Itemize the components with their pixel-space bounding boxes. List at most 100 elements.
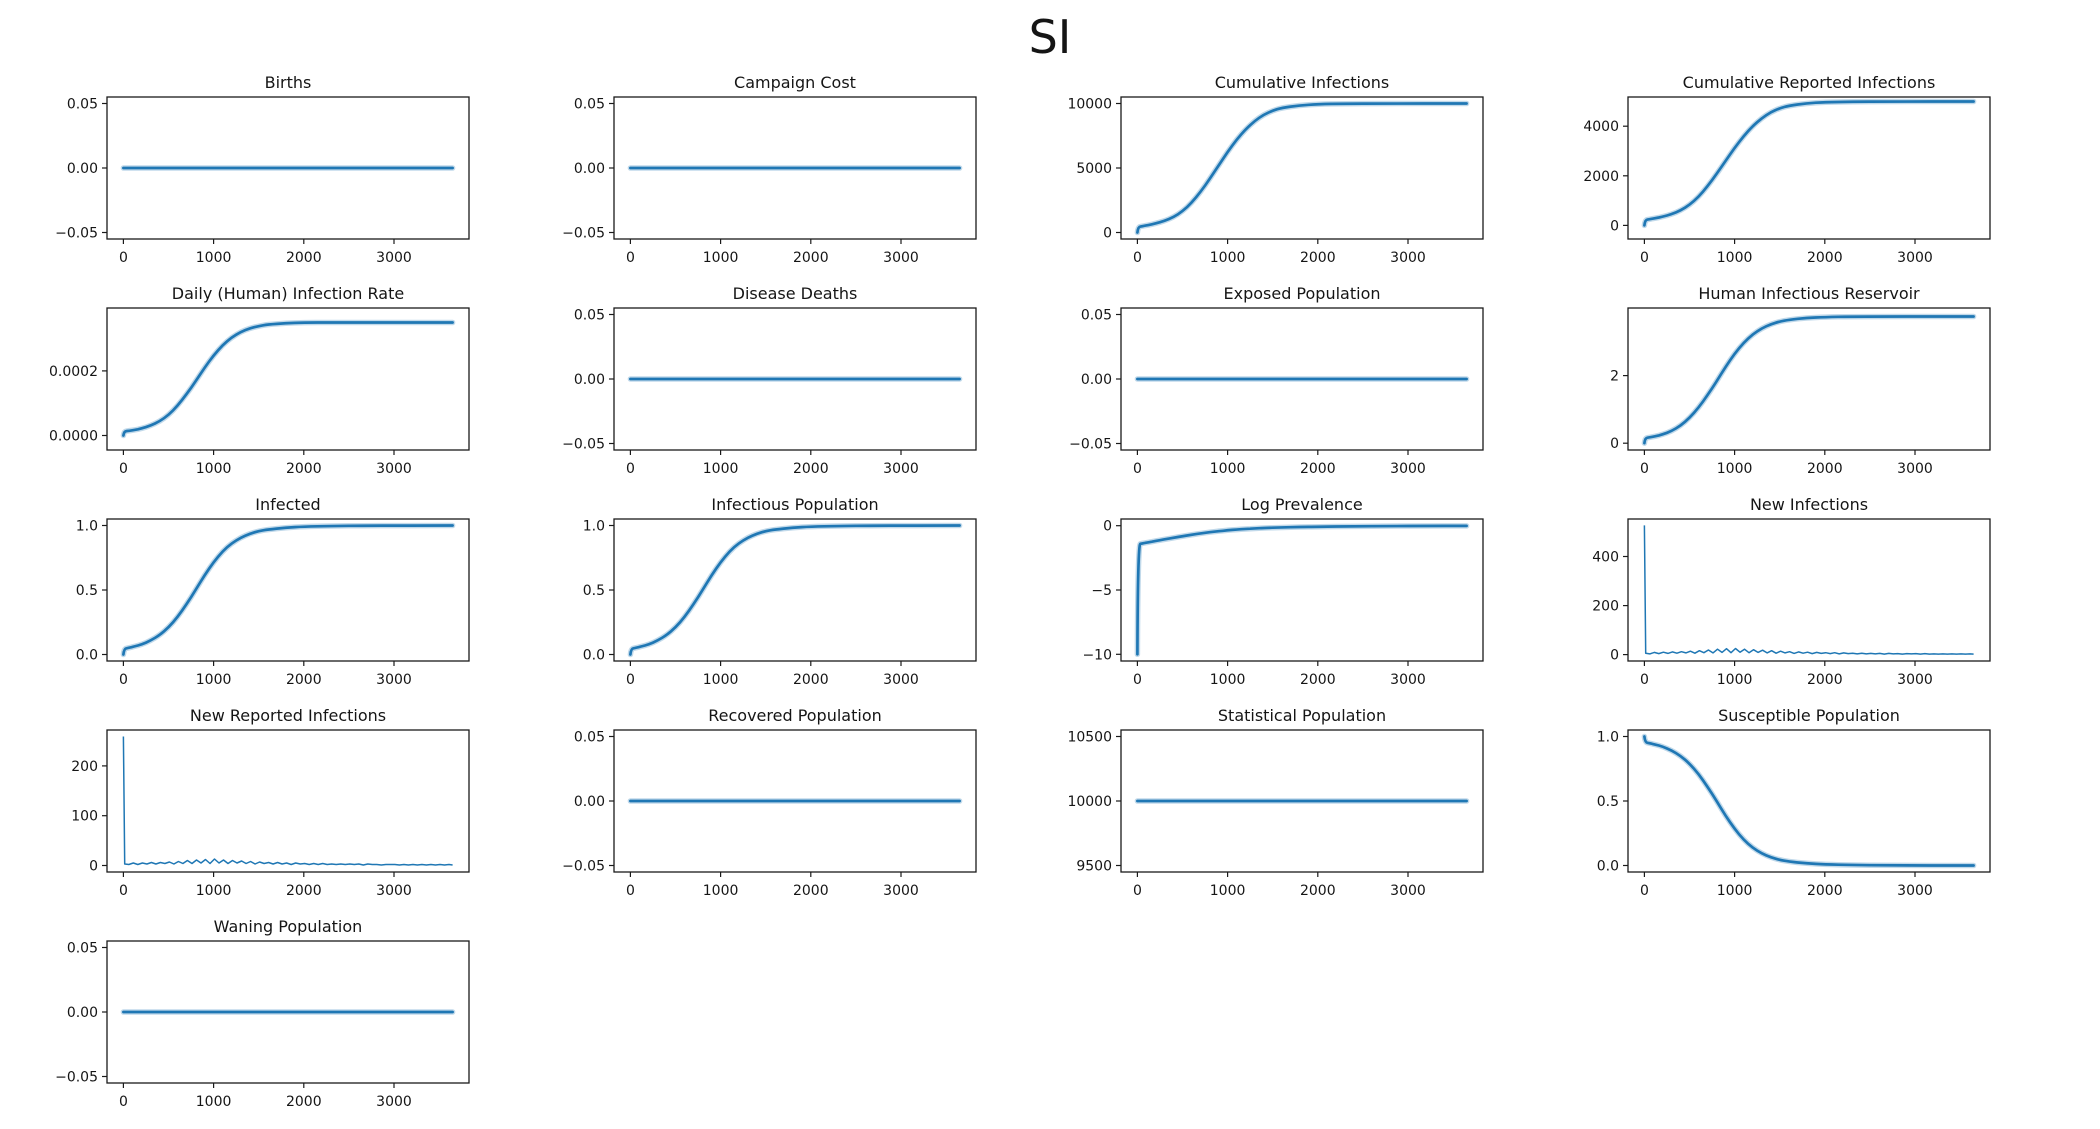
subplot-title: New Reported Infections [190,706,386,725]
y-tick-label: 10500 [1067,730,1112,746]
y-tick-label: 10000 [1067,97,1112,113]
y-tick-label: 0.0 [583,648,605,664]
x-tick-label: 2000 [1300,883,1336,899]
y-tick-label: 0.0000 [49,429,98,445]
x-tick-label: 1000 [1210,250,1246,266]
axes-frame [1627,307,1991,451]
x-tick-label: 0 [119,883,128,899]
x-tick-label: 3000 [376,461,412,477]
subplot-title: Recovered Population [708,706,882,725]
y-tick-label: 400 [1592,550,1619,566]
x-tick-label: 3000 [376,250,412,266]
y-tick-label: 0.5 [583,583,605,599]
x-tick-label: 0 [1640,672,1649,688]
subplot-title: Disease Deaths [733,284,858,303]
x-tick-label: 1000 [1717,461,1753,477]
x-tick-label: 0 [119,1094,128,1110]
y-tick-label: 2 [1610,369,1619,385]
x-tick-label: 1000 [1717,672,1753,688]
x-tick-label: 1000 [1210,883,1246,899]
y-tick-label: 0 [89,859,98,875]
subplot-title: Statistical Population [1218,706,1386,725]
subplot-waning-population: Waning Population 0 1000 2000 3000 −0.05 0.00 0… [55,917,470,1110]
y-tick-label: 0.0002 [49,364,98,380]
axes-frame [613,518,977,662]
x-tick-label: 2000 [793,250,829,266]
subplot-log-prevalence: Log Prevalence 0 1000 2000 3000 −10 −5 0 [1082,495,1484,688]
axes-frame [106,307,470,451]
series-line-halo [120,319,456,439]
x-tick-label: 0 [1640,250,1649,266]
y-tick-label: 0.05 [67,97,98,113]
y-tick-label: −0.05 [562,859,605,875]
subplot-title: New Infections [1750,495,1868,514]
x-tick-label: 1000 [196,672,232,688]
y-tick-label: 200 [71,759,98,775]
x-tick-label: 2000 [286,883,322,899]
x-tick-label: 0 [1133,672,1142,688]
x-tick-label: 3000 [1897,672,1933,688]
subplot-exposed-population: Exposed Population 0 1000 2000 3000 −0.05 0.00… [1069,284,1484,477]
y-tick-label: 5000 [1076,161,1112,177]
x-tick-label: 1000 [196,883,232,899]
subplot-title: Susceptible Population [1718,706,1900,725]
x-tick-label: 2000 [1807,250,1843,266]
subplot-recovered-population: Recovered Population 0 1000 2000 3000 −0.05 0.… [562,706,977,899]
x-tick-label: 1000 [1210,672,1246,688]
y-tick-label: 0.5 [1597,794,1619,810]
x-tick-label: 0 [626,672,635,688]
x-tick-label: 2000 [1300,672,1336,688]
series-line [1643,735,1975,867]
x-tick-label: 2000 [1807,883,1843,899]
x-tick-label: 2000 [793,461,829,477]
y-tick-label: 0.0 [1597,859,1619,875]
y-tick-label: 9500 [1076,859,1112,875]
y-tick-label: 1.0 [1597,730,1619,746]
x-tick-label: 2000 [1807,461,1843,477]
y-tick-label: −0.05 [1069,437,1112,453]
subplot-cumulative-reported-infections: Cumulative Reported Infections 0 1000 2000 3… [1583,73,1991,266]
series-line-halo [1134,523,1470,658]
subplot-title: Infected [255,495,320,514]
subplot-births: Births 0 1000 2000 3000 −0.05 0.00 0.05 [55,73,470,266]
x-tick-label: 2000 [286,672,322,688]
subplot-disease-deaths: Disease Deaths 0 1000 2000 3000 −0.05 0.00 0.05 [562,284,977,477]
series-line-halo [1641,313,1977,446]
x-tick-label: 3000 [1897,461,1933,477]
x-tick-label: 3000 [1897,883,1933,899]
x-tick-label: 2000 [286,1094,322,1110]
series-line-halo [627,522,963,658]
x-tick-label: 0 [119,250,128,266]
x-tick-label: 3000 [376,883,412,899]
y-tick-label: 0.00 [67,1005,98,1021]
x-tick-label: 2000 [286,461,322,477]
y-tick-label: 0.0 [76,648,98,664]
x-tick-label: 1000 [1717,250,1753,266]
x-tick-label: 3000 [1390,461,1426,477]
series-line-halo [120,522,456,658]
x-tick-label: 2000 [286,250,322,266]
x-tick-label: 3000 [376,672,412,688]
subplot-title: Human Infectious Reservoir [1698,284,1920,303]
x-tick-label: 2000 [1807,672,1843,688]
axes-frame [106,518,470,662]
series-line [1643,315,1975,445]
y-tick-label: 0.05 [67,941,98,957]
subplot-new-infections: New Infections 0 1000 2000 3000 0 200 400 [1592,495,1991,688]
subplot-susceptible-population: Susceptible Population 0 1000 2000 3000 0.0 0.… [1597,706,1991,899]
x-tick-label: 0 [1133,461,1142,477]
series-line [122,524,454,656]
axes-frame [1627,729,1991,873]
y-tick-label: 0.00 [1081,372,1112,388]
series-line-halo [1134,100,1470,236]
subplot-title: Exposed Population [1223,284,1380,303]
y-tick-label: 0.05 [574,730,605,746]
x-tick-label: 1000 [196,250,232,266]
y-tick-label: 0.5 [76,583,98,599]
y-tick-label: 0.05 [574,97,605,113]
subplot-statistical-population: Statistical Population 0 1000 2000 3000 9500 1… [1067,706,1484,899]
y-tick-label: 0.00 [67,161,98,177]
x-tick-label: 3000 [1390,250,1426,266]
subplot-infected: Infected 0 1000 2000 3000 0.0 0.5 1.0 [76,495,470,688]
